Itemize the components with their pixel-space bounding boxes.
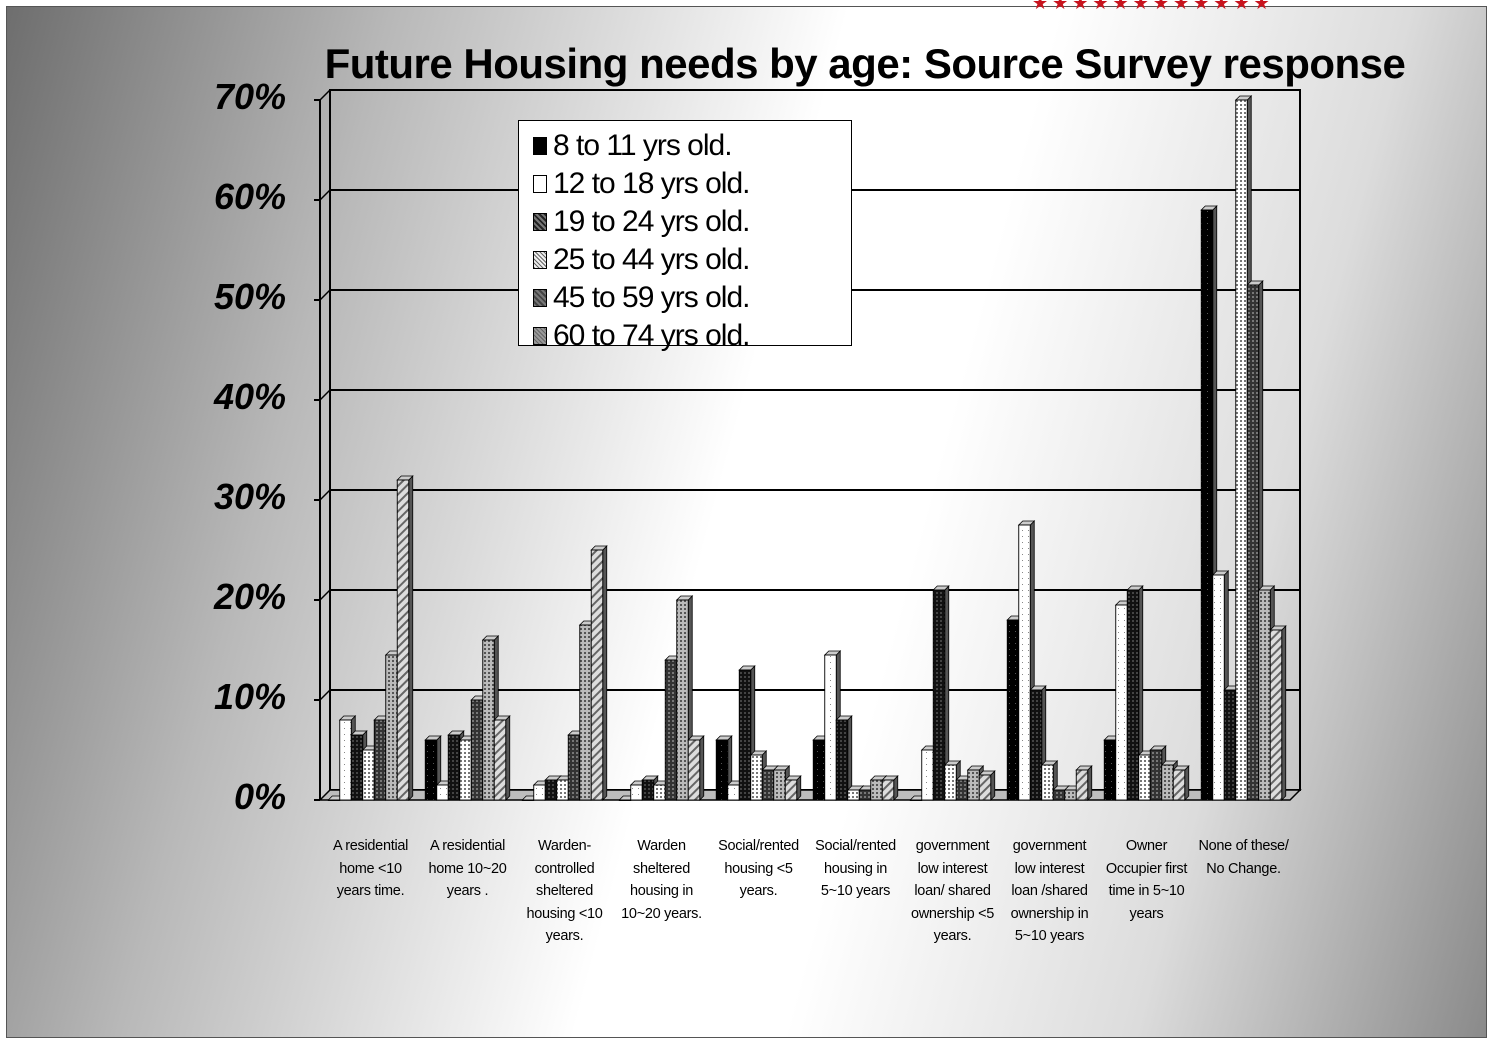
legend-entry: 19 to 24 yrs old. — [533, 203, 851, 241]
bar — [493, 715, 511, 801]
gridline-side — [319, 689, 331, 701]
gridline-side — [319, 189, 331, 201]
gridline-side — [319, 589, 331, 601]
bar — [835, 715, 853, 801]
legend-swatch — [533, 289, 547, 307]
x-category-label: A residential home 10~20 years . — [428, 838, 507, 899]
gridline-side — [319, 89, 331, 101]
bar — [1075, 765, 1093, 801]
y-tick-label: 50% — [213, 276, 286, 317]
legend: 8 to 11 yrs old. 12 to 18 yrs old. 19 to 2… — [518, 120, 852, 352]
x-category-label: government low interest loan/ shared owners… — [910, 838, 995, 944]
x-category-label: Social/rented housing <5 years. — [718, 838, 799, 899]
legend-label: 12 to 18 yrs old. — [553, 167, 750, 200]
bar — [590, 545, 608, 801]
legend-entry: 12 to 18 yrs old. — [533, 165, 851, 203]
x-category-label: Warden-controlled sheltered housing <10 yea… — [526, 838, 603, 944]
decorative-stars: ★★★★★★★★★★★★ — [1032, 0, 1274, 13]
bar — [881, 775, 899, 801]
legend-label: 45 to 59 yrs old. — [553, 281, 750, 314]
legend-swatch — [533, 213, 547, 231]
x-category-label: None of these/No Change. — [1198, 838, 1289, 877]
legend-label: 19 to 24 yrs old. — [553, 205, 750, 238]
bar — [687, 735, 705, 801]
legend-swatch — [533, 251, 547, 269]
chart-title: Future Housing needs by age: Source Surv… — [324, 40, 1406, 87]
y-tick-label: 60% — [213, 176, 286, 217]
gridline-side — [319, 289, 331, 301]
legend-label: 8 to 11 yrs old. — [553, 129, 733, 162]
y-tick-label: 30% — [213, 476, 286, 517]
x-category-label: Owner Occupier first time in 5~10 years — [1105, 838, 1188, 922]
y-tick-label: 40% — [213, 376, 286, 417]
x-category-label: Warden sheltered housing in 10~20 years. — [621, 838, 702, 922]
y-tick-label: 20% — [213, 576, 286, 617]
x-category-label: A residential home <10 years time. — [332, 838, 409, 899]
legend-entry: 60 to 74 yrs old. — [533, 317, 851, 355]
legend-entry: 45 to 59 yrs old. — [533, 279, 851, 317]
legend-label: 25 to 44 yrs old. — [553, 243, 750, 276]
legend-swatch — [533, 175, 547, 193]
y-tick-label: 10% — [213, 676, 286, 717]
gridline-side — [319, 489, 331, 501]
bar — [1269, 625, 1287, 801]
y-tick-label: 70% — [213, 76, 286, 117]
bar — [978, 770, 996, 801]
gridline-side — [319, 389, 331, 401]
legend-entry: 8 to 11 yrs old. — [533, 127, 851, 165]
bar — [396, 475, 414, 801]
x-category-label: Social/rented housing in 5~10 years — [815, 838, 896, 899]
legend-swatch — [533, 327, 547, 345]
y-tick-label: 0% — [233, 776, 286, 817]
legend-swatch — [533, 137, 547, 155]
legend-label: 60 to 74 yrs old. — [553, 319, 750, 352]
x-category-label: government low interest loan /shared owners… — [1010, 838, 1089, 944]
legend-entry: 25 to 44 yrs old. — [533, 241, 851, 279]
bar — [784, 775, 802, 801]
bar — [1172, 765, 1190, 801]
